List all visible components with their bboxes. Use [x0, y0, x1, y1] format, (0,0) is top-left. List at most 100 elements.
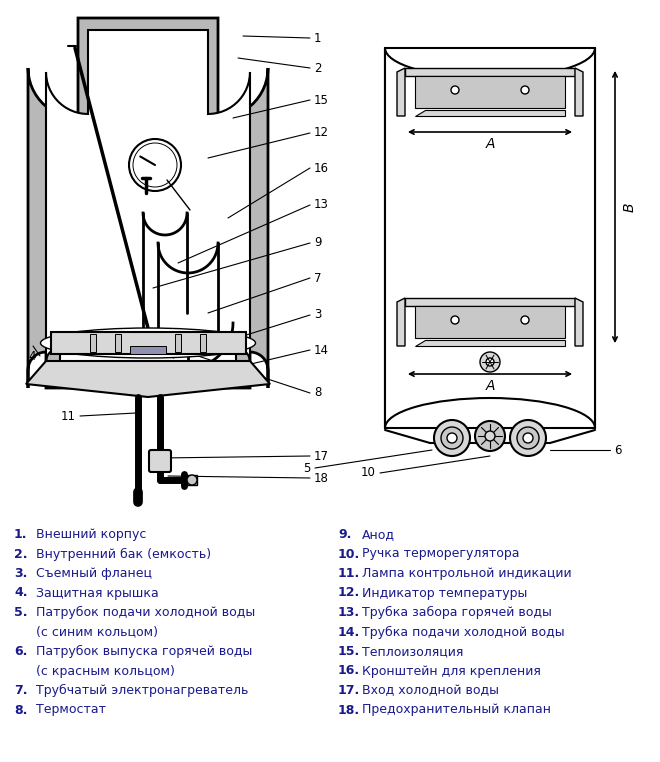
Circle shape — [447, 433, 457, 443]
Bar — [51, 332, 246, 354]
Circle shape — [451, 86, 459, 94]
Text: 6: 6 — [614, 443, 622, 456]
Circle shape — [133, 143, 177, 187]
Text: 8.: 8. — [14, 703, 27, 716]
Text: 16.: 16. — [338, 664, 360, 677]
Text: 7: 7 — [314, 271, 321, 284]
Text: Трубка забора горячей воды: Трубка забора горячей воды — [362, 606, 552, 619]
Text: Ручка терморегулятора: Ручка терморегулятора — [362, 548, 519, 561]
Text: Внутренний бак (емкость): Внутренний бак (емкость) — [36, 548, 211, 561]
Circle shape — [129, 139, 181, 191]
Text: 13: 13 — [314, 198, 329, 212]
Text: 17: 17 — [314, 450, 329, 463]
Bar — [405, 68, 575, 76]
Circle shape — [475, 421, 505, 451]
Bar — [187, 475, 197, 485]
Circle shape — [441, 427, 463, 449]
Text: 3: 3 — [314, 309, 321, 322]
Text: 2: 2 — [314, 62, 321, 75]
Text: 5.: 5. — [14, 606, 28, 619]
Text: 16: 16 — [314, 162, 329, 174]
Polygon shape — [397, 298, 405, 346]
Text: 12.: 12. — [338, 587, 360, 600]
Circle shape — [523, 433, 533, 443]
Bar — [130, 346, 166, 354]
Bar — [415, 76, 565, 108]
Circle shape — [480, 352, 500, 372]
Polygon shape — [28, 18, 268, 388]
Text: B: B — [623, 202, 637, 212]
Text: 11: 11 — [61, 409, 76, 422]
Text: (с синим кольцом): (с синим кольцом) — [36, 626, 158, 639]
Text: 15: 15 — [314, 94, 329, 107]
Text: 10: 10 — [361, 466, 376, 479]
Text: Анод: Анод — [362, 528, 395, 541]
Text: 1: 1 — [314, 31, 321, 44]
Text: 17.: 17. — [338, 684, 360, 697]
Text: Термостат: Термостат — [36, 703, 106, 716]
Circle shape — [434, 420, 470, 456]
Polygon shape — [385, 48, 595, 428]
Text: Защитная крышка: Защитная крышка — [36, 587, 159, 600]
Text: 8: 8 — [314, 386, 321, 399]
Bar — [385, 48, 595, 428]
Text: Кронштейн для крепления: Кронштейн для крепления — [362, 664, 541, 677]
Circle shape — [451, 316, 459, 324]
Text: Лампа контрольной индикации: Лампа контрольной индикации — [362, 567, 572, 580]
Polygon shape — [575, 298, 583, 346]
Text: Индикатор температуры: Индикатор температуры — [362, 587, 527, 600]
Text: 3.: 3. — [14, 567, 27, 580]
Polygon shape — [415, 340, 565, 346]
Bar — [415, 306, 565, 338]
Text: 14.: 14. — [338, 626, 360, 639]
Text: 14: 14 — [314, 344, 329, 357]
Text: 18: 18 — [314, 472, 329, 485]
Text: 1.: 1. — [14, 528, 28, 541]
Text: 18.: 18. — [338, 703, 360, 716]
Text: 13.: 13. — [338, 606, 360, 619]
Text: 12: 12 — [314, 126, 329, 139]
Text: (с красным кольцом): (с красным кольцом) — [36, 664, 175, 677]
Text: Патрубок подачи холодной воды: Патрубок подачи холодной воды — [36, 606, 255, 619]
Text: Трубчатый электронагреватель: Трубчатый электронагреватель — [36, 684, 248, 697]
Circle shape — [521, 86, 529, 94]
Circle shape — [485, 431, 495, 441]
Polygon shape — [46, 30, 250, 376]
Polygon shape — [575, 68, 583, 116]
Bar — [405, 298, 575, 306]
Text: Внешний корпус: Внешний корпус — [36, 528, 147, 541]
Polygon shape — [26, 361, 270, 397]
Text: 6.: 6. — [14, 645, 27, 658]
Polygon shape — [397, 68, 405, 116]
Text: 15.: 15. — [338, 645, 360, 658]
Ellipse shape — [40, 328, 255, 358]
Bar — [115, 334, 121, 352]
Text: Съемный фланец: Съемный фланец — [36, 567, 152, 580]
Circle shape — [187, 475, 197, 485]
Text: Теплоизоляция: Теплоизоляция — [362, 645, 463, 658]
FancyBboxPatch shape — [149, 450, 171, 472]
Text: 4.: 4. — [14, 587, 28, 600]
Bar — [175, 334, 181, 352]
Text: A: A — [485, 379, 495, 393]
Text: 7.: 7. — [14, 684, 28, 697]
Text: Трубка подачи холодной воды: Трубка подачи холодной воды — [362, 626, 564, 639]
Circle shape — [521, 316, 529, 324]
Circle shape — [517, 427, 539, 449]
Text: 5: 5 — [304, 462, 311, 475]
Bar — [90, 334, 96, 352]
Text: 4: 4 — [28, 350, 36, 363]
Text: 11.: 11. — [338, 567, 360, 580]
Text: Предохранительный клапан: Предохранительный клапан — [362, 703, 551, 716]
Text: 9: 9 — [314, 236, 321, 249]
Text: Патрубок выпуска горячей воды: Патрубок выпуска горячей воды — [36, 645, 252, 658]
Text: 9.: 9. — [338, 528, 351, 541]
Polygon shape — [415, 110, 565, 116]
Text: A: A — [485, 137, 495, 151]
Text: Вход холодной воды: Вход холодной воды — [362, 684, 499, 697]
Text: 10.: 10. — [338, 548, 360, 561]
Bar — [200, 334, 206, 352]
Circle shape — [486, 358, 494, 366]
Text: 2.: 2. — [14, 548, 28, 561]
Circle shape — [510, 420, 546, 456]
